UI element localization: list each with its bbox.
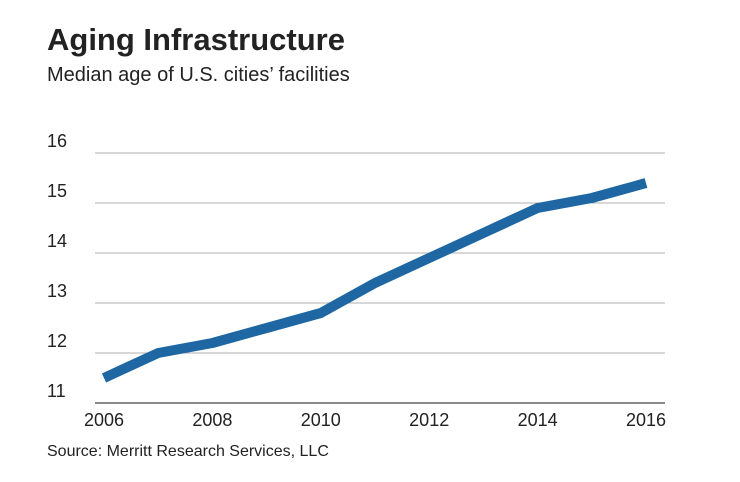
x-tick-label: 2006 (84, 410, 124, 430)
y-tick-label: 15 (47, 181, 67, 201)
x-tick-label: 2014 (518, 410, 558, 430)
x-tick-label: 2012 (409, 410, 449, 430)
chart-subtitle: Median age of U.S. cities’ facilities (47, 64, 350, 86)
chart-title: Aging Infrastructure (47, 22, 345, 57)
x-tick-label: 2008 (192, 410, 232, 430)
data-line (101, 178, 648, 383)
y-tick-label: 12 (47, 331, 67, 351)
y-tick-label: 16 (47, 131, 67, 151)
y-tick-label: 13 (47, 281, 67, 301)
y-tick-label: 11 (47, 381, 66, 401)
y-tick-label: 14 (47, 231, 67, 251)
x-tick-label: 2016 (626, 410, 666, 430)
x-tick-label: 2010 (301, 410, 341, 430)
source-note: Source: Merritt Research Services, LLC (47, 443, 329, 460)
